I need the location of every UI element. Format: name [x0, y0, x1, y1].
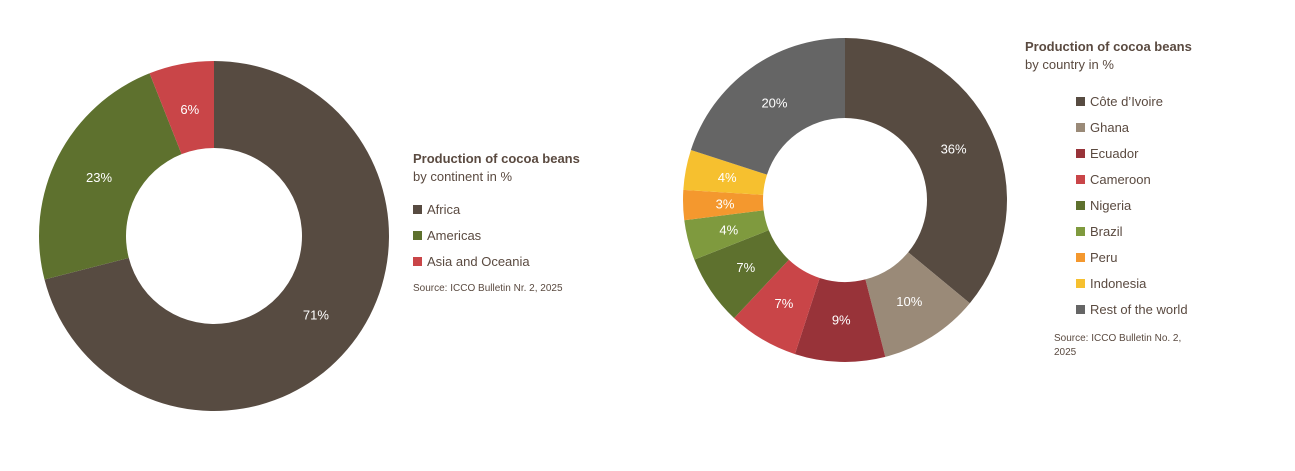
legend-item: Cameroon — [1076, 166, 1255, 192]
donut-slice — [690, 38, 845, 175]
chart-title: Production of cocoa beans — [413, 151, 580, 166]
legend-item: Americas — [413, 222, 633, 248]
donut-chart-continent: 71% 23% 6% — [38, 61, 390, 411]
source-note: Source: ICCO Bulletin No. 2, 2025 — [1054, 333, 1182, 358]
legend-item: Rest of the world — [1076, 296, 1255, 322]
legend-label: Indonesia — [1090, 275, 1147, 291]
legend-item: Nigeria — [1076, 192, 1255, 218]
legend-swatch — [1076, 174, 1085, 184]
chart-title: Production of cocoa beans — [1025, 39, 1192, 54]
donut-slice — [845, 38, 1007, 304]
slice-value-label: 9% — [832, 312, 851, 327]
slice-value-label: 7% — [775, 296, 794, 311]
donut-slice — [149, 61, 214, 155]
legend-label: Côte d’Ivoire — [1090, 93, 1163, 109]
legend-swatch — [1076, 304, 1085, 314]
donut-slice — [694, 230, 789, 319]
chart-subtitle: by country in % — [1025, 57, 1114, 72]
legend-swatch — [413, 204, 422, 214]
legend-label: Americas — [427, 227, 482, 243]
donut-slice — [865, 252, 970, 357]
donut-slice — [684, 210, 769, 260]
legend-item: Ecuador — [1076, 140, 1255, 166]
donut-slice — [683, 149, 768, 195]
legend-label: Ghana — [1090, 119, 1130, 135]
slice-value-label: 20% — [761, 95, 787, 110]
legend-label: Rest of the world — [1090, 301, 1188, 317]
slice-value-label: 6% — [180, 102, 199, 117]
slice-value-label: 71% — [303, 308, 329, 323]
legend-label: Ecuador — [1090, 145, 1139, 161]
donut-slice — [44, 61, 390, 411]
slice-value-label: 7% — [736, 260, 755, 275]
donut-slice — [683, 189, 764, 221]
legend-label: Brazil — [1090, 223, 1123, 239]
legend-swatch — [1076, 96, 1085, 106]
slice-value-label: 4% — [718, 170, 737, 185]
slice-value-label: 36% — [941, 141, 967, 156]
legend-country: Production of cocoa beans by country in … — [1025, 38, 1255, 360]
legend-item: Côte d’Ivoire — [1076, 88, 1255, 114]
legend-swatch — [1076, 278, 1085, 288]
donut-slice — [794, 277, 886, 362]
legend-item: Ghana — [1076, 114, 1255, 140]
legend-continent: Production of cocoa beans by continent i… — [413, 150, 633, 296]
legend-label: Asia and Oceania — [427, 253, 530, 269]
legend-label: Africa — [427, 201, 461, 217]
legend-swatch — [1076, 200, 1085, 210]
legend-swatch — [1076, 148, 1085, 158]
legend-swatch — [1076, 226, 1085, 236]
slice-value-label: 10% — [896, 294, 922, 309]
slice-value-label: 23% — [86, 170, 112, 185]
legend-item: Peru — [1076, 244, 1255, 270]
slice-value-label: 3% — [716, 196, 735, 211]
legend-label: Peru — [1090, 249, 1118, 265]
legend-swatch — [413, 230, 422, 240]
legend-item: Africa — [413, 196, 633, 222]
legend-swatch — [1076, 122, 1085, 132]
legend-label: Nigeria — [1090, 197, 1132, 213]
legend-swatch — [1076, 252, 1085, 262]
donut-slice — [38, 73, 182, 280]
legend-label: Cameroon — [1090, 171, 1151, 187]
chart-subtitle: by continent in % — [413, 169, 513, 184]
source-note: Source: ICCO Bulletin Nr. 2, 2025 — [413, 283, 563, 294]
legend-item: Brazil — [1076, 218, 1255, 244]
legend-swatch — [413, 256, 422, 266]
legend-item: Indonesia — [1076, 270, 1255, 296]
donut-slice — [734, 259, 820, 355]
legend-item: Asia and Oceania — [413, 248, 633, 274]
slice-value-label: 4% — [719, 222, 738, 237]
